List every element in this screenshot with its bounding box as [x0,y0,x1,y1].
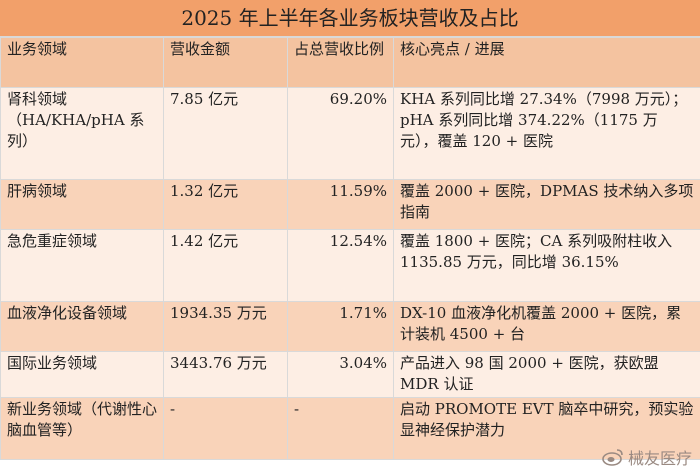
cell-area: 肝病领域 [0,179,164,230]
watermark-text: 械友医疗 [627,449,692,468]
cell-revenue: 1.32 亿元 [163,179,288,230]
cell-highlight: 产品进入 98 国 2000 + 医院，获欧盟 MDR 认证 [393,351,700,398]
table-row: 肾科领域（HA/KHA/pHA 系列） 7.85 亿元 69.20% KHA 系… [0,87,700,180]
cell-share: - [287,397,394,460]
table-row: 急危重症领域 1.42 亿元 12.54% 覆盖 1800 + 医院；CA 系列… [0,229,700,302]
header-share: 占总营收比例 [287,37,394,88]
table-row: 肝病领域 1.32 亿元 11.59% 覆盖 2000 + 医院，DPMAS 技… [0,179,700,230]
cell-revenue: 1.42 亿元 [163,229,288,302]
cell-revenue: 1934.35 万元 [163,301,288,352]
cell-share: 11.59% [287,179,394,230]
cell-share: 12.54% [287,229,394,302]
cell-area: 国际业务领域 [0,351,164,398]
cell-highlight: KHA 系列同比增 27.34%（7998 万元）；pHA 系列同比增 374.… [393,87,700,180]
cell-revenue: - [163,397,288,460]
watermark: 械友医疗 [602,445,692,469]
table-row: 新业务领域（代谢性心脑血管等） - - 启动 PROMOTE EVT 脑卒中研究… [0,397,700,460]
table-row: 血液净化设备领域 1934.35 万元 1.71% DX-10 血液净化机覆盖 … [0,301,700,352]
cell-revenue: 7.85 亿元 [163,87,288,180]
cell-area: 肾科领域（HA/KHA/pHA 系列） [0,87,164,180]
cell-area: 新业务领域（代谢性心脑血管等） [0,397,164,460]
table-header-row: 业务领域 营收金额 占总营收比例 核心亮点 / 进展 [0,37,700,88]
cell-area: 血液净化设备领域 [0,301,164,352]
cell-area: 急危重症领域 [0,229,164,302]
weibo-logo-icon [602,449,623,466]
cell-share: 69.20% [287,87,394,180]
cell-highlight: DX-10 血液净化机覆盖 2000 + 医院，累计装机 4500 + 台 [393,301,700,352]
header-area: 业务领域 [0,37,164,88]
cell-share: 3.04% [287,351,394,398]
cell-highlight: 覆盖 2000 + 医院，DPMAS 技术纳入多项指南 [393,179,700,230]
table-row: 国际业务领域 3443.76 万元 3.04% 产品进入 98 国 2000 +… [0,351,700,398]
revenue-table: 业务领域 营收金额 占总营收比例 核心亮点 / 进展 肾科领域（HA/KHA/p… [0,37,700,460]
table-title: 2025 年上半年各业务板块营收及占比 [0,0,700,37]
cell-revenue: 3443.76 万元 [163,351,288,398]
header-revenue: 营收金额 [163,37,288,88]
header-highlight: 核心亮点 / 进展 [393,37,700,88]
cell-highlight: 覆盖 1800 + 医院；CA 系列吸附柱收入 1135.85 万元，同比增 3… [393,229,700,302]
cell-highlight: 启动 PROMOTE EVT 脑卒中研究，预实验显神经保护潜力 [393,397,700,460]
cell-share: 1.71% [287,301,394,352]
